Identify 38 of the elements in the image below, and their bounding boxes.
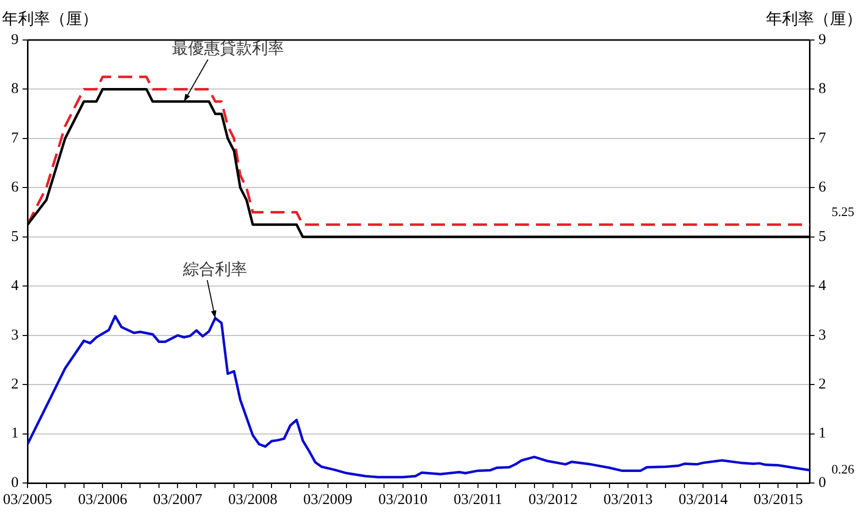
- y-tick-label: 3: [11, 327, 19, 344]
- annotation: 5.25: [832, 204, 854, 220]
- y-tick-label: 7: [11, 130, 20, 146]
- annotation: 最優惠貸款利率: [172, 40, 284, 58]
- x-tick-label: 03/2009: [303, 492, 352, 508]
- y2-tick-label: 1: [818, 426, 826, 442]
- x-tick-label: 03/2007: [153, 492, 203, 508]
- x-tick-label: 03/2010: [378, 492, 428, 508]
- x-tick-label: 03/2005: [3, 492, 52, 508]
- annotation: 0.26: [832, 462, 855, 477]
- x-tick-label: 03/2013: [604, 492, 653, 508]
- y-tick-label: 2: [11, 376, 19, 392]
- y2-tick-label: 9: [818, 32, 826, 48]
- x-tick-label: 03/2015: [754, 492, 803, 508]
- y-axis-title: 年利率（厘）: [2, 10, 98, 28]
- y2-axis-title: 年利率（厘）: [766, 10, 862, 28]
- y-tick-label: 1: [11, 426, 19, 442]
- x-tick-label: 03/2014: [678, 492, 728, 508]
- y2-tick-label: 4: [818, 278, 826, 294]
- y2-tick-label: 8: [818, 81, 826, 98]
- y-tick-label: 8: [11, 81, 19, 98]
- y2-tick-label: 3: [818, 327, 826, 344]
- y2-tick-label: 0: [818, 474, 826, 491]
- annotation: 綜合利率: [182, 260, 248, 278]
- y2-tick-label: 6: [818, 180, 826, 196]
- line-series: [28, 76, 810, 226]
- y-tick-label: 9: [11, 32, 19, 48]
- y2-tick-label: 7: [818, 130, 826, 146]
- y2-tick-label: 2: [818, 376, 826, 392]
- x-tick-label: 03/2011: [454, 492, 502, 508]
- y-tick-label: 6: [11, 180, 20, 196]
- y-tick-label: 5: [11, 228, 19, 245]
- x-tick-label: 03/2008: [228, 492, 278, 508]
- y2-tick-label: 5: [818, 228, 826, 245]
- y-tick-label: 0: [11, 474, 19, 491]
- x-tick-label: 03/2012: [528, 492, 578, 508]
- x-tick-label: 03/2006: [78, 492, 128, 508]
- y-tick-label: 4: [11, 278, 20, 294]
